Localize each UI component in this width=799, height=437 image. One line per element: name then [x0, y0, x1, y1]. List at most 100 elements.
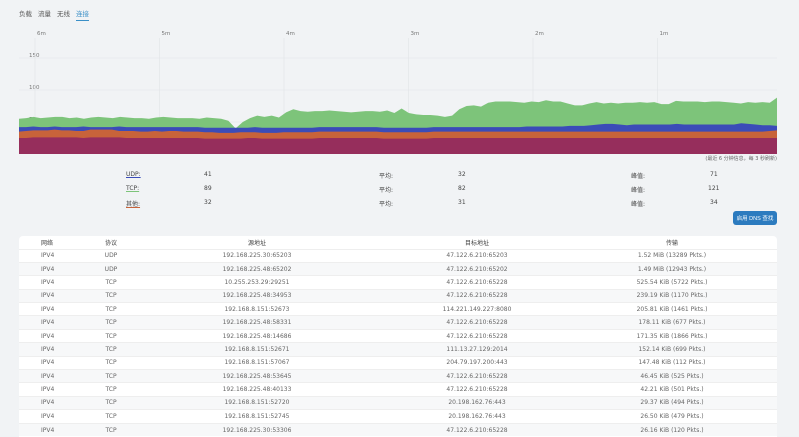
- cell-source: 192.168.225.48:53645: [127, 369, 387, 383]
- column-destination: 目标地址: [464, 239, 489, 247]
- cell-transfer: 26.16 KiB (120 Pkts.): [567, 422, 777, 437]
- cell-network: IPV4: [19, 342, 95, 357]
- legend-row-tcp: TCP: 89 平均: 82 峰值: 121: [0, 185, 799, 197]
- legend-other-avg: 31: [458, 199, 466, 206]
- cell-destination: 20.198.162.76:443: [387, 409, 567, 424]
- cell-transfer: 147.48 KiB (112 Pkts.): [567, 355, 777, 370]
- table-row: IPV4 TCP 192.168.225.48:58331 47.122.6.210:…: [19, 315, 777, 330]
- table-row: IPV4 TCP 192.168.8.151:57067 204.79.197.200…: [19, 355, 777, 370]
- cell-network: IPV4: [19, 369, 95, 383]
- cell-transfer: 239.19 KiB (1170 Pkts.): [567, 288, 777, 303]
- cell-protocol: TCP: [95, 288, 127, 303]
- cell-source: 192.168.225.48:34953: [127, 288, 387, 303]
- tab-load[interactable]: 负载: [19, 10, 32, 18]
- cell-protocol: TCP: [95, 395, 127, 410]
- cell-source: 192.168.8.151:52745: [127, 409, 387, 424]
- column-network: 网络: [41, 239, 54, 247]
- cell-destination: 47.122.6.210:65228: [387, 369, 567, 383]
- cell-transfer: 26.50 KiB (479 Pkts.): [567, 409, 777, 424]
- legend-other-label: 其他:: [126, 201, 141, 208]
- cell-protocol: TCP: [95, 422, 127, 437]
- table-header-row: 网络 协议 源地址 目标地址 传输: [19, 236, 777, 249]
- cell-source: 192.168.225.30:65203: [127, 248, 387, 263]
- cell-network: IPV4: [19, 382, 95, 397]
- table-row: IPV4 TCP 192.168.225.30:53306 47.122.6.210:…: [19, 422, 777, 437]
- cell-destination: 47.122.6.210:65228: [387, 328, 567, 343]
- legend-udp-label: UDP:: [126, 171, 141, 178]
- legend-udp-current: 41: [204, 171, 212, 178]
- connections-table: 网络 协议 源地址 目标地址 传输 IPV4 UDP 192.168.225.30:…: [19, 236, 777, 437]
- legend-other-avg-label: 平均:: [379, 201, 394, 208]
- table-row: IPV4 TCP 192.168.8.151:52720 20.198.162.76:…: [19, 395, 777, 410]
- legend-tcp-peak: 121: [708, 185, 720, 192]
- cell-source: 192.168.8.151:57067: [127, 355, 387, 370]
- legend-udp-avg-label: 平均:: [379, 173, 394, 180]
- cell-network: IPV4: [19, 409, 95, 424]
- cell-source: 10.255.253.29:29251: [127, 275, 387, 290]
- cell-transfer: 1.49 MiB (12943 Pkts.): [567, 261, 777, 276]
- cell-network: IPV4: [19, 261, 95, 276]
- cell-network: IPV4: [19, 395, 95, 410]
- y-tick-label: 100: [29, 85, 40, 91]
- cell-transfer: 525.54 KiB (5722 Pkts.): [567, 275, 777, 290]
- cell-protocol: TCP: [95, 355, 127, 370]
- time-tick-label: 1m: [660, 31, 669, 37]
- legend-udp-peak-label: 峰值:: [631, 173, 646, 180]
- time-tick-label: 4m: [286, 31, 295, 37]
- cell-protocol: TCP: [95, 382, 127, 397]
- cell-network: IPV4: [19, 302, 95, 316]
- cell-protocol: TCP: [95, 409, 127, 424]
- cell-protocol: TCP: [95, 342, 127, 357]
- tab-bar: 负载 流量 无线 连接: [19, 8, 89, 21]
- cell-destination: 47.122.6.210:65202: [387, 261, 567, 276]
- table-row: IPV4 TCP 192.168.225.48:40133 47.122.6.210:…: [19, 382, 777, 397]
- cell-source: 192.168.225.30:53306: [127, 422, 387, 437]
- table-row: IPV4 TCP 192.168.225.48:14686 47.122.6.210:…: [19, 328, 777, 343]
- cell-protocol: TCP: [95, 302, 127, 316]
- enable-dns-lookup-button[interactable]: 启用 DNS 查找: [733, 211, 777, 225]
- cell-transfer: 171.35 KiB (1866 Pkts.): [567, 328, 777, 343]
- table-row: IPV4 TCP 10.255.253.29:29251 47.122.6.210:6…: [19, 275, 777, 290]
- tab-connections[interactable]: 连接: [76, 8, 89, 21]
- tab-traffic[interactable]: 流量: [38, 10, 51, 18]
- cell-transfer: 42.21 KiB (501 Pkts.): [567, 382, 777, 397]
- connections-table-body: IPV4 UDP 192.168.225.30:65203 47.122.6.210:…: [19, 248, 777, 437]
- cell-transfer: 1.52 MiB (13289 Pkts.): [567, 248, 777, 263]
- tab-wireless[interactable]: 无线: [57, 10, 70, 18]
- legend-udp-avg: 32: [458, 171, 466, 178]
- connections-graph: 150100506m5m4m3m2m1m: [19, 31, 777, 154]
- time-tick-label: 3m: [411, 31, 420, 37]
- cell-destination: 47.122.6.210:65228: [387, 422, 567, 437]
- legend-tcp-label: TCP:: [126, 185, 140, 192]
- legend-tcp-peak-label: 峰值:: [631, 187, 646, 194]
- cell-source: 192.168.225.48:65202: [127, 261, 387, 276]
- cell-destination: 111.13.27.129:2014: [387, 342, 567, 357]
- time-tick-label: 5m: [162, 31, 171, 37]
- cell-network: IPV4: [19, 275, 95, 290]
- table-row: IPV4 TCP 192.168.8.151:52745 20.198.162.76:…: [19, 409, 777, 424]
- cell-destination: 47.122.6.210:65228: [387, 275, 567, 290]
- legend-tcp-avg: 82: [458, 185, 466, 192]
- connections-table-panel: 网络 协议 源地址 目标地址 传输 IPV4 UDP 192.168.225.30:…: [19, 236, 777, 437]
- table-row: IPV4 TCP 192.168.225.48:53645 47.122.6.210:…: [19, 369, 777, 383]
- cell-protocol: TCP: [95, 315, 127, 330]
- time-tick-label: 2m: [535, 31, 544, 37]
- cell-transfer: 205.81 KiB (1461 Pkts.): [567, 302, 777, 316]
- table-row: IPV4 UDP 192.168.225.48:65202 47.122.6.210:…: [19, 261, 777, 276]
- legend-udp-peak: 71: [710, 171, 718, 178]
- cell-destination: 47.122.6.210:65228: [387, 382, 567, 397]
- legend-tcp-current: 89: [204, 185, 212, 192]
- cell-destination: 47.122.6.210:65228: [387, 315, 567, 330]
- cell-destination: 204.79.197.200:443: [387, 355, 567, 370]
- cell-protocol: UDP: [95, 248, 127, 263]
- cell-transfer: 29.37 KiB (494 Pkts.): [567, 395, 777, 410]
- column-transfer: 传输: [665, 239, 678, 247]
- cell-transfer: 46.45 KiB (525 Pkts.): [567, 369, 777, 383]
- table-row: IPV4 TCP 192.168.8.151:52671 111.13.27.129:…: [19, 342, 777, 357]
- table-row: IPV4 TCP 192.168.8.151:52673 114.221.149.22…: [19, 302, 777, 316]
- legend-tcp-avg-label: 平均:: [379, 187, 394, 194]
- legend-other-peak: 34: [710, 199, 718, 206]
- cell-network: IPV4: [19, 328, 95, 343]
- column-source: 源地址: [247, 239, 266, 247]
- cell-network: IPV4: [19, 248, 95, 263]
